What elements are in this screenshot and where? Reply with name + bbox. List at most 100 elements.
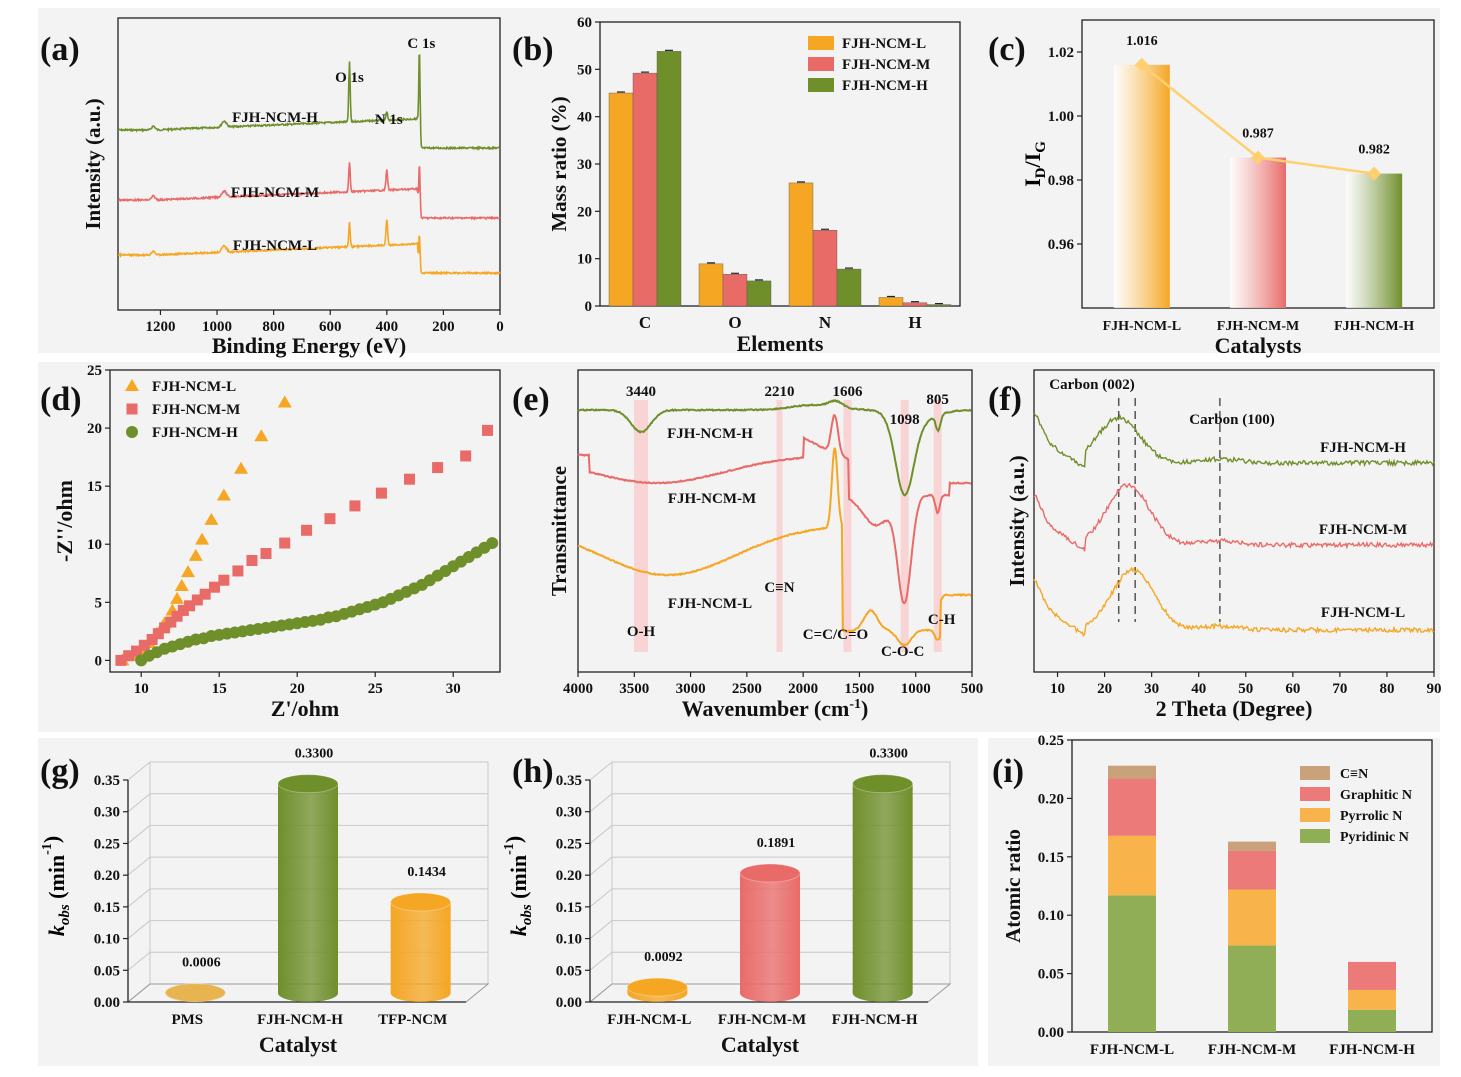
- panel-background: [38, 8, 508, 353]
- y-tick-label: 0.00: [1038, 1025, 1064, 1041]
- bar-FJH-NCM-H-C: [656, 51, 682, 307]
- category-label: PMS: [171, 1012, 203, 1028]
- data-label: 0.1891: [757, 836, 796, 851]
- x-tick-label: 70: [1332, 681, 1347, 697]
- bar-top: [390, 892, 452, 912]
- x-tick-label: 2000: [788, 681, 818, 697]
- y-tick-label: 20: [577, 204, 592, 220]
- grid-line: [589, 793, 613, 813]
- panel-d: 10 15 20 25 30 0 5 10 15 20 25 Z'/ohm -Z''/ohm FJH-NC…: [52, 363, 501, 721]
- x-axis-title: Catalysts: [1215, 333, 1302, 358]
- series-line-FJH-NCM-M: [118, 162, 501, 221]
- data-point: [432, 462, 444, 474]
- series-label: FJH-NCM-H: [1320, 440, 1406, 456]
- grid-line: [127, 856, 151, 876]
- bar-FJH-NCM-M-C: [632, 72, 658, 307]
- data-label: 1.016: [1126, 34, 1158, 49]
- data-point: [246, 554, 258, 566]
- y-tick-label: 0.25: [556, 836, 582, 852]
- data-point: [181, 565, 195, 578]
- y-axis-title: ID/IG: [1020, 141, 1049, 187]
- y-axis-title-part: ): [501, 836, 526, 843]
- data-point: [260, 548, 272, 560]
- bar-FJH-NCM-M-H: [902, 302, 928, 307]
- y-axis-title-part: ): [39, 836, 64, 843]
- series-line-FJH-NCM-M: [577, 414, 972, 605]
- data-point: [199, 588, 211, 600]
- bar-Pyridinic N-FJH-NCM-H: [1348, 1009, 1396, 1032]
- bar-FJH-NCM-H-O: [746, 280, 772, 307]
- grid-line: [589, 951, 613, 971]
- bond-label: C≡N: [764, 580, 794, 596]
- x-tick-label: 25: [368, 681, 383, 697]
- data-point: [404, 473, 416, 485]
- peak-label: 805: [926, 392, 949, 408]
- x-tick-label: 15: [212, 681, 227, 697]
- y-tick-label: 0.15: [1038, 850, 1064, 866]
- y-tick-label: 0.10: [1038, 908, 1064, 924]
- legend-label: FJH-NCM-H: [152, 425, 238, 441]
- grid-line: [127, 920, 151, 939]
- bar-Pyrrolic N-FJH-NCM-H: [1348, 989, 1396, 1010]
- category-label: FJH-NCM-L: [1090, 1042, 1174, 1058]
- category-label: FJH-NCM-L: [1103, 319, 1182, 334]
- y-axis-title-part: obs: [57, 904, 73, 925]
- y-axis-title: kobs (min-1): [501, 836, 535, 936]
- legend-label: FJH-NCM-L: [152, 379, 236, 395]
- category-label: FJH-NCM-H: [257, 1012, 343, 1028]
- x-axis-title: Wavenumber (cm-1): [682, 696, 869, 721]
- y-axis-title-part: D: [1033, 167, 1049, 178]
- bar-Pyridinic N-FJH-NCM-L: [1108, 895, 1156, 1032]
- legend-swatch: [1300, 787, 1330, 801]
- category-label: FJH-NCM-H: [1334, 319, 1414, 334]
- y-tick-label: 0.35: [556, 773, 582, 789]
- legend-swatch: [808, 36, 834, 50]
- grid-line: [589, 888, 613, 908]
- bar-FJH-NCM-H: [278, 783, 338, 1002]
- bar-FJH-NCM-M: [740, 873, 800, 1002]
- series-label: FJH-NCM-L: [668, 596, 752, 612]
- series-line-FJH-NCM-H: [117, 54, 501, 152]
- x-tick-label: 3000: [676, 681, 706, 697]
- peak-band: [933, 400, 942, 652]
- data-label: 0.0092: [644, 950, 683, 965]
- legend-swatch: [1300, 808, 1330, 822]
- y-tick-label: 0.20: [1038, 791, 1064, 807]
- y-tick-label: 30: [577, 157, 592, 173]
- series-label: FJH-NCM-L: [233, 238, 317, 254]
- series-line-FJH-NCM-L: [577, 447, 972, 647]
- y-axis-title-part: /I: [1020, 153, 1045, 169]
- peak-label: 2210: [765, 384, 795, 400]
- plot-frame: [109, 369, 501, 673]
- data-point: [115, 654, 127, 666]
- data-point: [349, 500, 361, 512]
- legend-swatch: [1300, 829, 1330, 843]
- series-label: FJH-NCM-M: [231, 185, 319, 201]
- trend-marker: [1251, 150, 1265, 165]
- trend-marker: [1134, 57, 1149, 72]
- x-tick-label: 80: [1379, 681, 1394, 697]
- series-label: FJH-NCM-H: [667, 426, 753, 442]
- data-label: 0.3300: [295, 747, 334, 762]
- x-tick-label: 30: [446, 681, 461, 697]
- x-tick-label: 200: [432, 319, 455, 335]
- panel-g: 0.00 0.05 0.10 0.15 0.20 0.25 0.30 0.35 Catalyst…: [39, 747, 490, 1057]
- panel-i: 0.00 0.05 0.10 0.15 0.20 0.25 Atomic ratio FJH-…: [1001, 733, 1433, 1058]
- y-axis-title: Intensity (a.u.): [81, 98, 105, 229]
- panel-label: (d): [40, 381, 82, 418]
- data-point: [170, 591, 185, 604]
- y-axis-title-part: -1: [40, 843, 55, 855]
- bar-FJH-NCM-H-N: [836, 268, 862, 307]
- bar-Pyrrolic N-FJH-NCM-M: [1228, 889, 1276, 946]
- series-label: FJH-NCM-M: [668, 491, 756, 507]
- y-tick-label: 10: [577, 252, 592, 268]
- series-label: FJH-NCM-H: [232, 110, 318, 126]
- panel-background: [38, 362, 508, 732]
- y-axis-title-part: G: [1033, 141, 1049, 153]
- y-tick-label: 0.05: [1038, 967, 1064, 983]
- y-tick-label: 0.98: [1048, 173, 1074, 189]
- bond-label: C-O-C: [881, 644, 924, 660]
- legend-marker: [125, 379, 139, 391]
- bar-FJH-NCM-H-H: [926, 304, 952, 307]
